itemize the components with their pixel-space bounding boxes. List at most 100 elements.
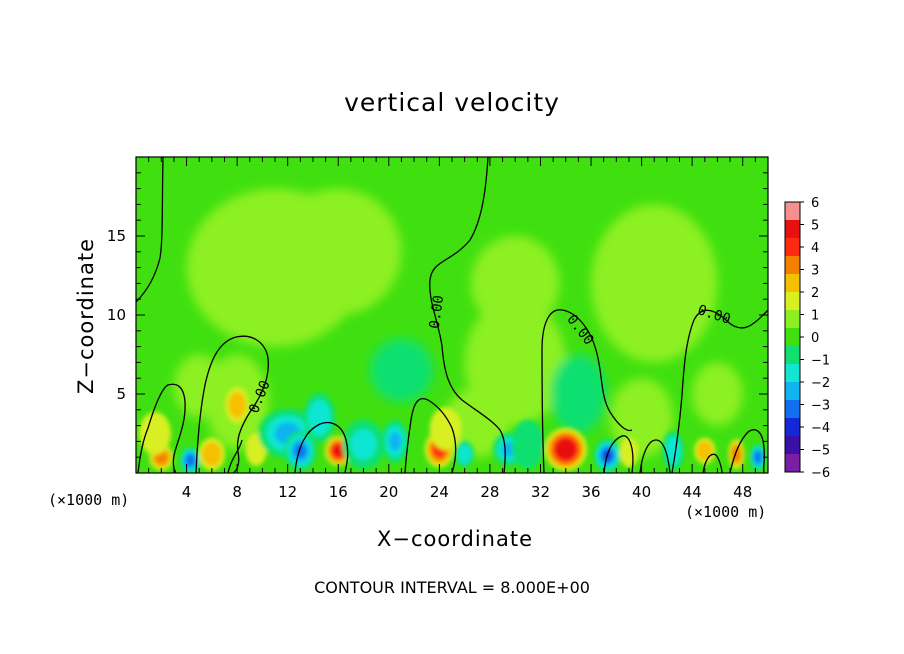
colorbar-tick-label: 3 — [811, 264, 819, 279]
colorbar-segment — [785, 346, 800, 364]
y-tick-label: 10 — [107, 306, 126, 324]
colorbar-segment — [785, 220, 800, 238]
field-region — [275, 188, 402, 315]
colorbar-segment — [785, 256, 800, 274]
cell-band — [312, 406, 327, 429]
y-tick-label: 15 — [107, 227, 126, 245]
colorbar-tick-label: −3 — [811, 399, 830, 414]
colorbar-segment — [785, 238, 800, 256]
cell-band — [518, 429, 538, 460]
cell-band — [187, 456, 194, 465]
x-tick-label: 8 — [232, 483, 242, 501]
colorbar-segment — [785, 202, 800, 220]
colorbar-segment — [785, 292, 800, 310]
colorbar-segment — [785, 418, 800, 436]
field-region — [470, 236, 560, 331]
cell-band — [205, 446, 218, 462]
colorbar-tick-label: −6 — [811, 466, 830, 481]
cell-band — [249, 439, 263, 460]
zero-contour-line — [671, 309, 768, 473]
zero-contour-line — [541, 309, 633, 473]
velocity-field — [136, 157, 768, 473]
x-unit-label-left: (×1000 m) — [48, 491, 130, 509]
cell-band — [561, 444, 571, 454]
cell-band — [389, 431, 402, 451]
colorbar-segment — [785, 436, 800, 454]
updraft-cell — [619, 437, 639, 468]
zero-contour-line — [429, 157, 506, 473]
cell-band — [145, 420, 165, 447]
colorbar-tick-label: 1 — [811, 309, 819, 324]
cell-band — [350, 429, 377, 460]
colorbar-segment — [785, 454, 800, 472]
colorbar-tick-label: −1 — [811, 354, 830, 369]
downdraft-cell — [381, 419, 409, 463]
colorbar-tick-label: −5 — [811, 444, 830, 459]
downdraft-cell — [511, 419, 544, 470]
downdraft-cell — [303, 392, 336, 443]
cell-band — [335, 447, 342, 455]
contour-interval-note: CONTOUR INTERVAL = 8.000E+00 — [314, 578, 590, 597]
x-axis-ticks: 4 8 12 16 20 24 28 32 36 40 44 48 — [148, 157, 756, 501]
field-broad-regions — [173, 188, 743, 458]
cell-band — [668, 442, 678, 460]
x-tick-label: 40 — [632, 483, 651, 501]
downdraft-cell — [179, 447, 201, 473]
zero-contour-line — [227, 439, 243, 473]
downdraft-cell — [749, 443, 766, 471]
zero-contour-line — [294, 421, 349, 473]
colorbar-tick-label: 0 — [811, 331, 819, 346]
zero-contour-lines — [136, 157, 768, 473]
x-axis-label: X−coordinate — [377, 527, 533, 551]
zero-contour-line — [603, 435, 634, 473]
field-region — [369, 338, 434, 402]
colorbar-segment — [785, 310, 800, 328]
colorbar: 6 5 4 3 2 1 0 −1 −2 −3 −4 −5 −6 — [784, 196, 830, 481]
x-tick-label: 4 — [182, 483, 192, 501]
updraft-cell — [429, 407, 462, 451]
colorbar-segment — [785, 400, 800, 418]
x-unit-label-right: (×1000 m) — [685, 503, 767, 521]
field-region — [692, 362, 743, 426]
updraft-cell — [198, 437, 226, 471]
cell-band — [157, 452, 166, 462]
zero-contour-line — [404, 397, 457, 473]
colorbar-segment — [785, 382, 800, 400]
x-tick-label: 12 — [278, 483, 297, 501]
colorbar-segment — [785, 364, 800, 382]
x-tick-label: 44 — [683, 483, 702, 501]
x-tick-label: 20 — [379, 483, 398, 501]
zero-contour-line — [702, 453, 723, 473]
downdraft-cell — [284, 430, 317, 471]
x-tick-label: 48 — [733, 483, 752, 501]
field-region — [550, 354, 607, 434]
downdraft-cell — [342, 419, 385, 470]
zero-contour-line — [729, 429, 765, 473]
contour-label: 0.00 — [427, 294, 448, 330]
zero-contour-line — [137, 383, 186, 473]
x-tick-label: 28 — [480, 483, 499, 501]
cell-band — [755, 453, 761, 461]
cell-band — [460, 448, 469, 460]
field-region — [444, 387, 511, 458]
chart-title: vertical velocity — [344, 88, 560, 117]
zero-contour-line — [136, 157, 164, 303]
x-tick-label: 16 — [329, 483, 348, 501]
updraft-cell — [544, 427, 587, 471]
x-tick-label: 24 — [430, 483, 449, 501]
cell-band — [438, 419, 453, 439]
updraft-cell — [728, 439, 745, 469]
updraft-cell — [225, 386, 250, 424]
x-tick-label: 32 — [531, 483, 550, 501]
field-region — [591, 204, 718, 363]
updraft-cell — [139, 411, 171, 456]
colorbar-tick-label: 4 — [811, 241, 819, 256]
field-region — [610, 378, 674, 458]
zero-contour-line — [195, 335, 269, 473]
cell-band — [700, 444, 710, 457]
cell-band — [231, 396, 243, 414]
field-region — [173, 354, 225, 418]
updraft-cell — [694, 437, 716, 465]
y-axis-ticks: 5 10 15 — [107, 172, 768, 458]
